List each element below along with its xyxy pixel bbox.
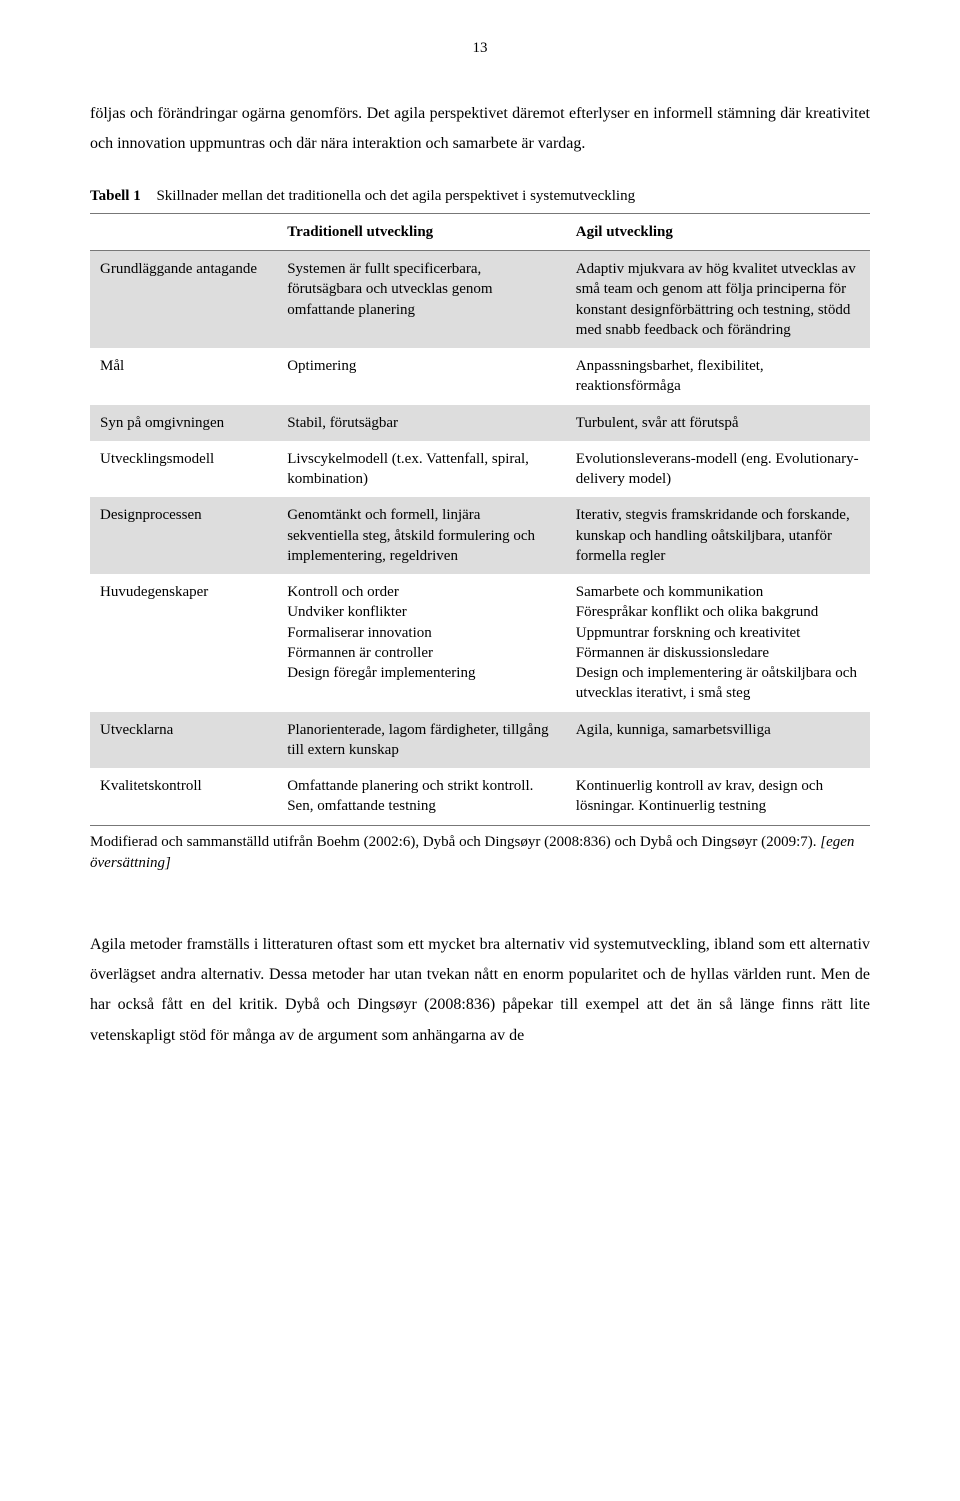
row-label: Grundläggande antagande	[90, 251, 277, 349]
row-label: Syn på omgivningen	[90, 405, 277, 441]
row-label: Utvecklarna	[90, 712, 277, 769]
row-label: Utvecklingsmodell	[90, 441, 277, 498]
row-agile: Adaptiv mjukvara av hög kvalitet utveckl…	[566, 251, 870, 349]
row-agile: Kontinuerlig kontroll av krav, design oc…	[566, 768, 870, 825]
table-row: KvalitetskontrollOmfattande planering oc…	[90, 768, 870, 825]
row-traditional: Optimering	[277, 348, 566, 405]
closing-paragraph: Agila metoder framställs i litteraturen …	[90, 930, 870, 1052]
table-caption-label: Tabell 1	[90, 188, 141, 204]
row-traditional: Genomtänkt och formell, linjära sekventi…	[277, 497, 566, 574]
table-header-blank	[90, 213, 277, 250]
row-label: Designprocessen	[90, 497, 277, 574]
table-caption-text: Skillnader mellan det traditionella och …	[156, 188, 635, 204]
table-source-note: Modifierad och sammanställd utifrån Boeh…	[90, 832, 870, 874]
source-note-plain: Modifierad och sammanställd utifrån Boeh…	[90, 834, 820, 850]
row-agile: Agila, kunniga, samarbetsvilliga	[566, 712, 870, 769]
row-label: Huvudegenskaper	[90, 574, 277, 712]
table-row: UtvecklarnaPlanorienterade, lagom färdig…	[90, 712, 870, 769]
table-row: UtvecklingsmodellLivscykelmodell (t.ex. …	[90, 441, 870, 498]
table-caption: Tabell 1 Skillnader mellan det tradition…	[90, 188, 870, 205]
row-label: Mål	[90, 348, 277, 405]
comparison-table: Traditionell utveckling Agil utveckling …	[90, 213, 870, 826]
row-agile: Anpassningsbarhet, flexibilitet, reaktio…	[566, 348, 870, 405]
table-row: HuvudegenskaperKontroll och orderUndvike…	[90, 574, 870, 712]
row-agile: Turbulent, svår att förutspå	[566, 405, 870, 441]
row-agile: Evolutionsleverans-modell (eng. Evolutio…	[566, 441, 870, 498]
row-traditional: Livscykelmodell (t.ex. Vattenfall, spira…	[277, 441, 566, 498]
table-header-traditional: Traditionell utveckling	[277, 213, 566, 250]
table-row: DesignprocessenGenomtänkt och formell, l…	[90, 497, 870, 574]
row-traditional: Kontroll och orderUndviker konflikterFor…	[277, 574, 566, 712]
table-row: MålOptimeringAnpassningsbarhet, flexibil…	[90, 348, 870, 405]
row-traditional: Omfattande planering och strikt kontroll…	[277, 768, 566, 825]
table-row: Grundläggande antagandeSystemen är fullt…	[90, 251, 870, 349]
row-traditional: Stabil, förutsägbar	[277, 405, 566, 441]
row-label: Kvalitetskontroll	[90, 768, 277, 825]
row-traditional: Planorienterade, lagom färdigheter, till…	[277, 712, 566, 769]
table-header-agile: Agil utveckling	[566, 213, 870, 250]
intro-paragraph: följas och förändringar ogärna genomförs…	[90, 99, 870, 160]
table-row: Syn på omgivningenStabil, förutsägbarTur…	[90, 405, 870, 441]
row-agile: Samarbete och kommunikationFörespråkar k…	[566, 574, 870, 712]
page-number: 13	[90, 40, 870, 57]
row-agile: Iterativ, stegvis framskridande och fors…	[566, 497, 870, 574]
row-traditional: Systemen är fullt specificerbara, föruts…	[277, 251, 566, 349]
